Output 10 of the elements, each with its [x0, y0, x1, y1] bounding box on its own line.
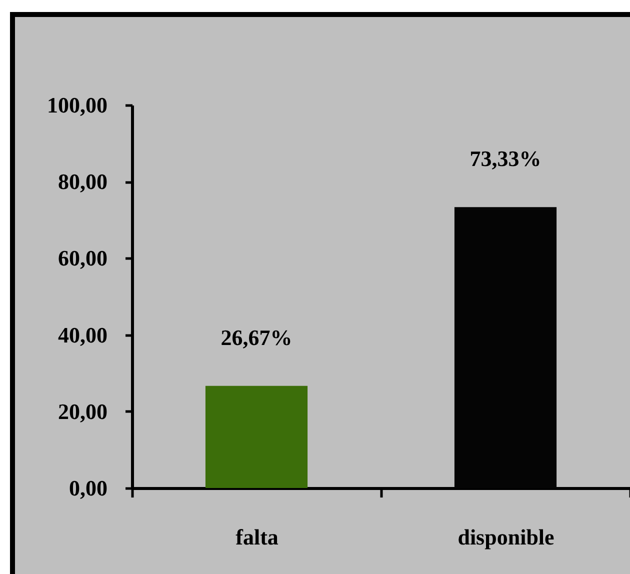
x-tick-label: falta: [236, 524, 278, 550]
data-label: 26,67%: [220, 324, 292, 350]
y-tick-label: 100,00: [47, 92, 108, 118]
x-tick-label: disponible: [458, 524, 555, 550]
y-tick-label: 20,00: [58, 398, 108, 424]
data-label: 73,33%: [470, 146, 542, 172]
y-tick-label: 40,00: [58, 322, 108, 348]
y-tick-label: 80,00: [58, 169, 108, 194]
y-tick-label: 60,00: [58, 246, 108, 271]
y-tick-label: 0,00: [69, 476, 108, 500]
